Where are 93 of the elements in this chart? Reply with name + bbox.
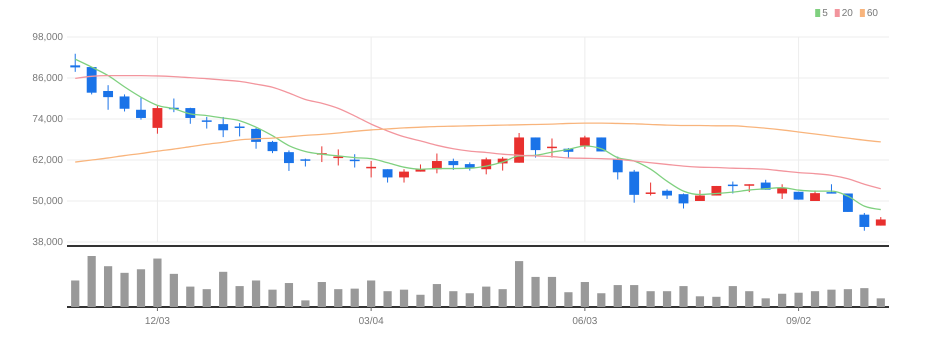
bar (514, 261, 524, 307)
y-tick-label: 98,000 (32, 32, 64, 44)
candlestick (382, 168, 393, 184)
candlestick (70, 53, 80, 72)
bar (400, 290, 408, 307)
candlestick (350, 154, 360, 168)
bar (416, 294, 425, 307)
bar (71, 280, 80, 307)
candlestick (103, 84, 114, 110)
candlestick (448, 158, 458, 170)
bar (268, 290, 277, 307)
bar (466, 293, 474, 307)
bar (564, 292, 573, 307)
candlestick (234, 122, 245, 137)
bar (614, 285, 622, 307)
bar (778, 294, 786, 307)
bar (202, 289, 211, 307)
line-series (74, 58, 882, 210)
candlestick (612, 156, 623, 180)
bar (630, 285, 638, 307)
bar (679, 286, 688, 307)
candlestick (678, 192, 688, 210)
bar (860, 288, 868, 307)
bar (186, 286, 194, 307)
x-tick-label: 03/04 (358, 316, 384, 328)
legend-label: 20 (842, 8, 854, 19)
bar (794, 292, 803, 307)
bar (252, 280, 260, 307)
candlestick (152, 104, 162, 134)
candlestick (580, 135, 590, 150)
bar (728, 286, 737, 307)
bar (548, 276, 556, 307)
candlestick (859, 212, 870, 232)
bar (876, 298, 885, 307)
y-tick-label: 62,000 (32, 155, 64, 166)
bar (597, 293, 606, 307)
bar (318, 282, 326, 307)
candlestick (530, 136, 540, 158)
candlestick (136, 96, 146, 120)
candlestick (268, 140, 278, 154)
bar (104, 266, 112, 307)
y-tick-label: 50,000 (32, 196, 64, 208)
bar (482, 286, 490, 307)
candlestick (662, 188, 672, 200)
candlestick (120, 94, 130, 112)
bar (844, 289, 852, 307)
bar (88, 256, 96, 307)
y-tick-label: 38,000 (32, 237, 64, 248)
bar (284, 283, 294, 307)
line-series (74, 122, 882, 163)
candlestick (251, 127, 261, 150)
candlestick (547, 138, 557, 158)
bar (810, 291, 820, 307)
candlestick (366, 160, 376, 178)
bar (432, 284, 442, 307)
bar (712, 296, 720, 307)
candlestick (202, 116, 212, 130)
line-series (74, 74, 882, 190)
x-tick-label: 12/03 (144, 316, 170, 328)
y-tick-label: 74,000 (32, 114, 64, 126)
candlestick (284, 150, 294, 172)
bar (498, 289, 507, 307)
x-tick-label: 06/03 (572, 316, 598, 328)
bar (153, 258, 162, 307)
bar (696, 296, 704, 307)
bar (383, 291, 392, 307)
bar (120, 272, 129, 307)
bar (762, 298, 770, 307)
bar (449, 291, 458, 307)
candlestick (399, 168, 409, 184)
bar (350, 288, 359, 307)
y-tick-label: 86,000 (32, 73, 64, 84)
legend-label: 60 (866, 8, 878, 19)
bar (827, 290, 836, 307)
bar (334, 289, 342, 307)
x-tick-label: 09/02 (786, 316, 812, 328)
bar (219, 272, 228, 307)
candlestick (218, 116, 228, 138)
candlestick (728, 181, 738, 194)
legend-label: 5 (822, 8, 828, 19)
bar (580, 282, 589, 307)
bar (236, 286, 244, 307)
bar (170, 274, 178, 307)
candlestick (629, 169, 640, 204)
bar (646, 291, 655, 307)
candlestick (777, 184, 788, 200)
bar (367, 280, 376, 307)
bar (136, 269, 146, 307)
bar (745, 291, 754, 307)
bar (531, 276, 540, 307)
bar (301, 300, 310, 307)
bar (662, 291, 672, 307)
candlestick (646, 182, 656, 196)
